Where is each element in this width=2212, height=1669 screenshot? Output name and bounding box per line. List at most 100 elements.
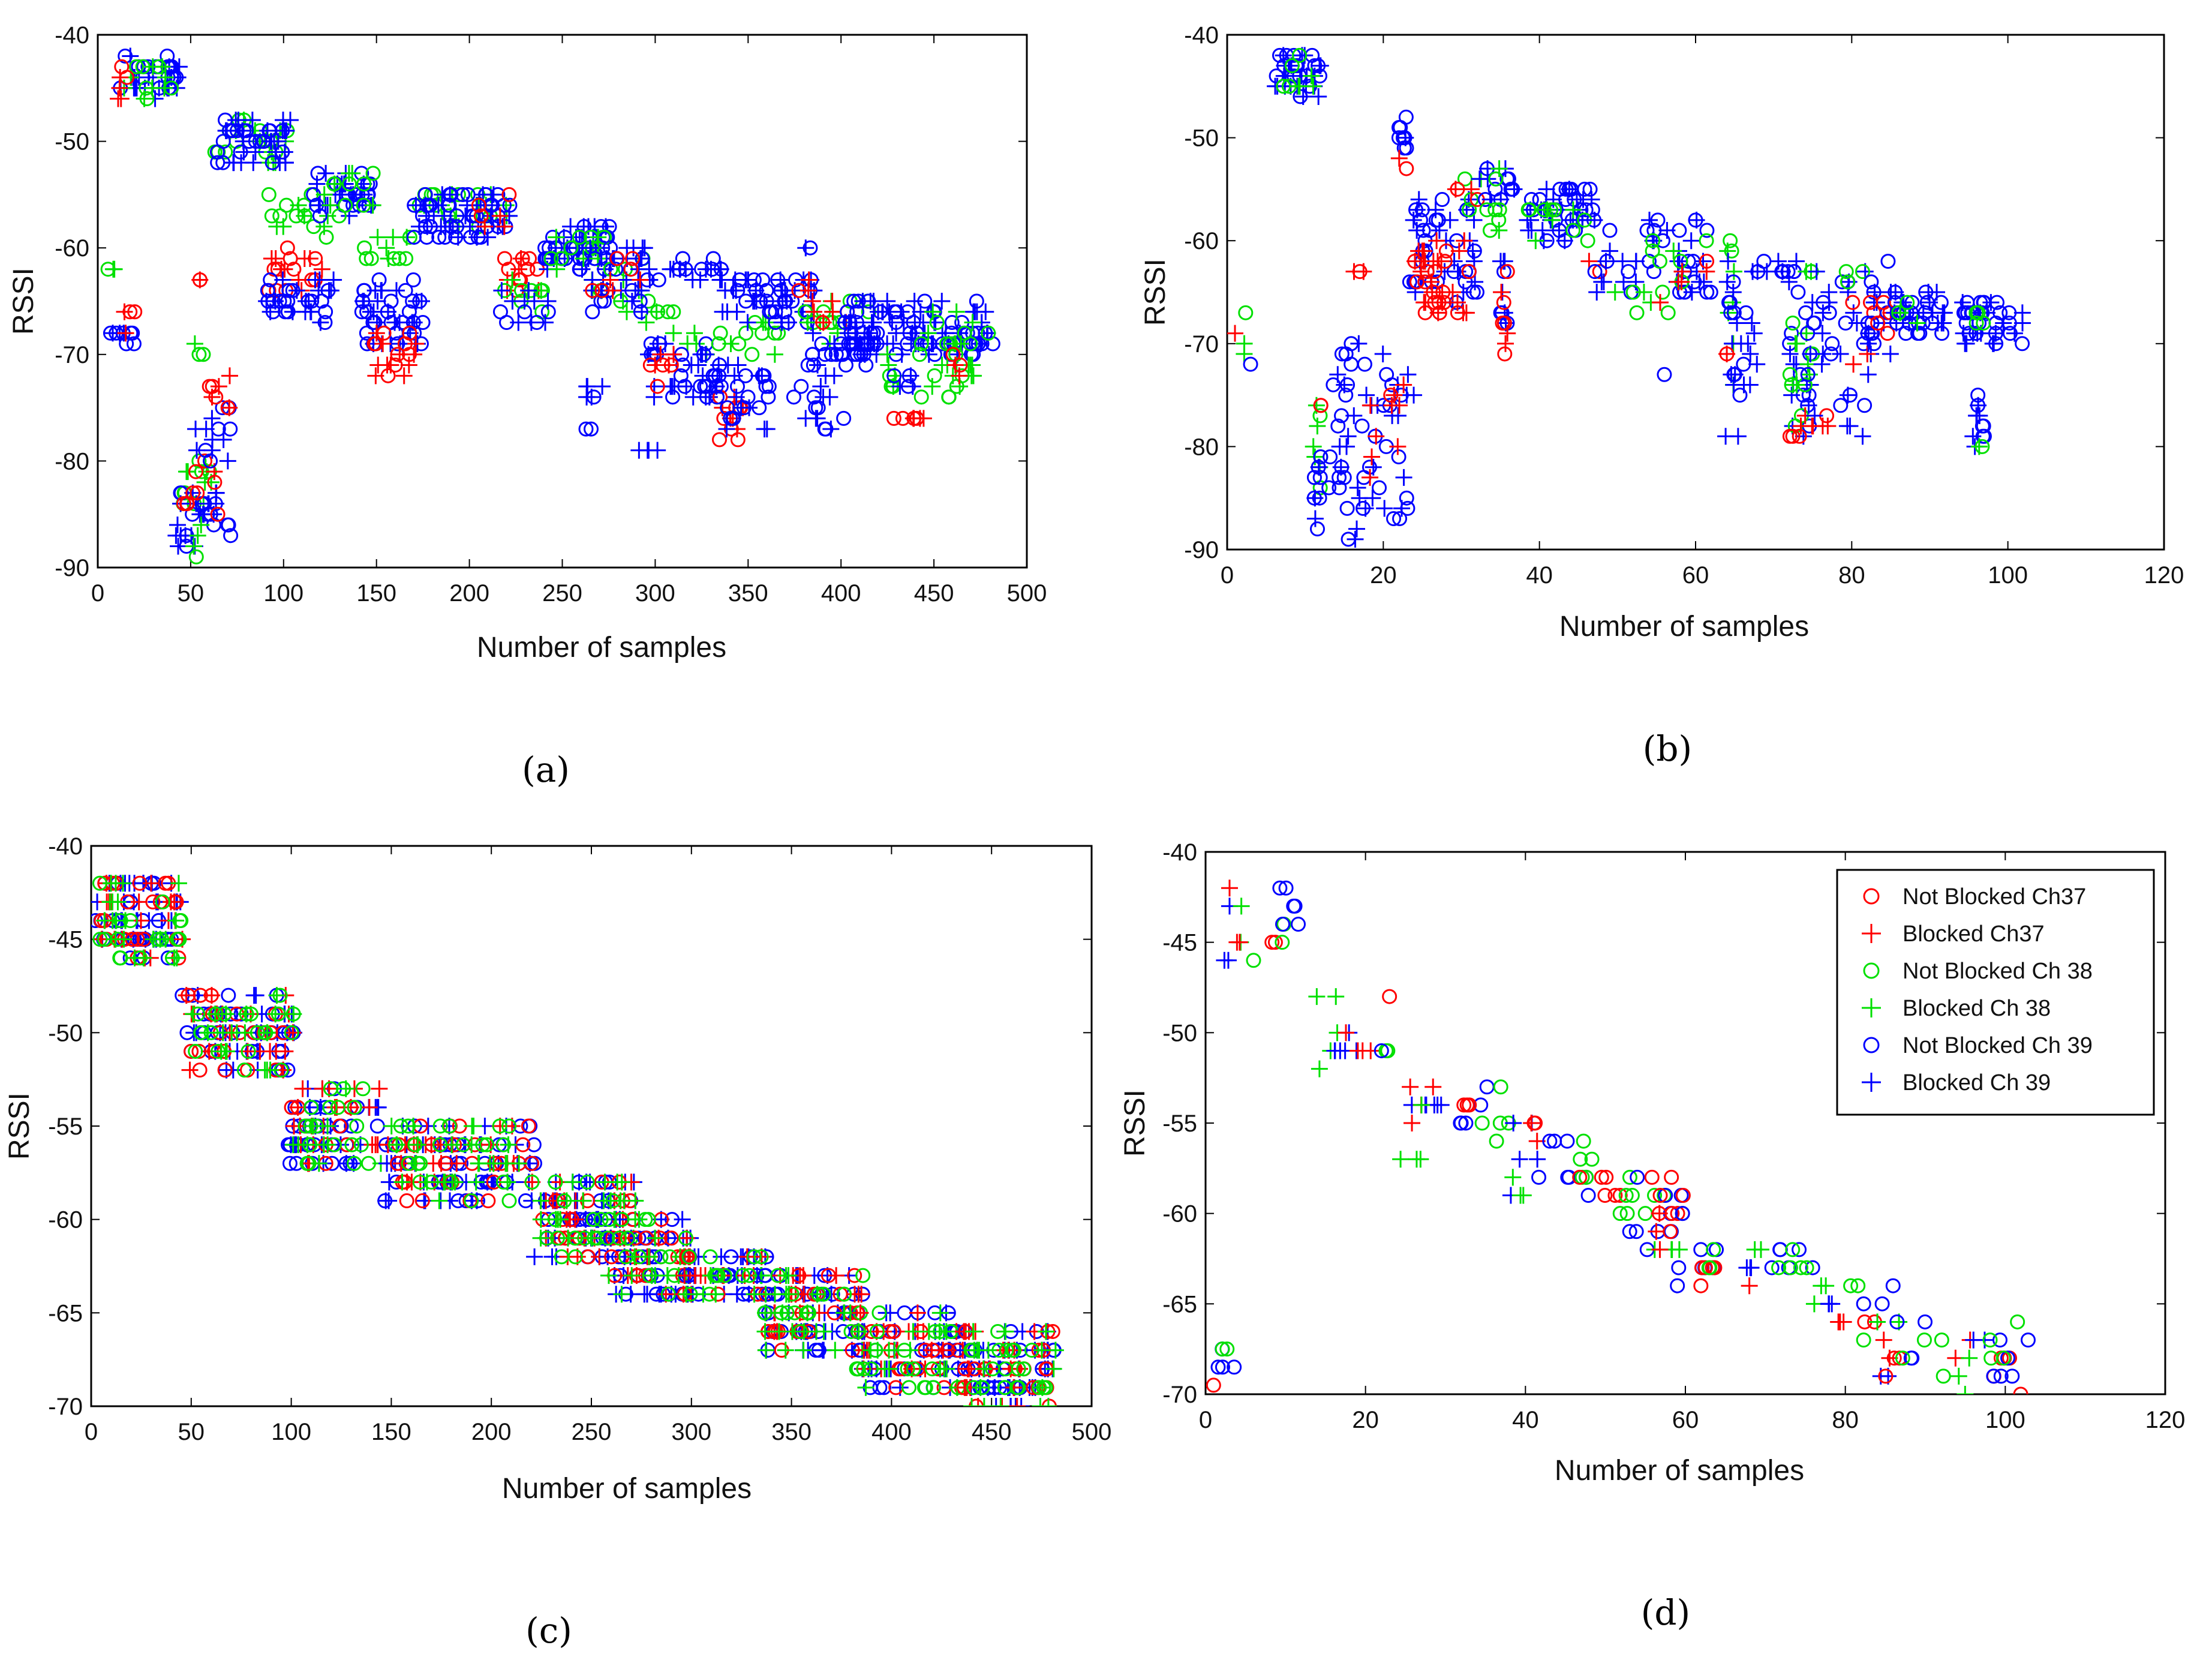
data-point-plus bbox=[104, 893, 121, 911]
data-point-circle bbox=[801, 1305, 816, 1320]
y-tick-label: -70 bbox=[55, 342, 89, 368]
x-axis-label: Number of samples bbox=[1555, 1455, 1804, 1487]
data-point-circle bbox=[194, 1025, 209, 1040]
data-point-plus bbox=[1358, 386, 1375, 404]
data-point-circle bbox=[2000, 1350, 2016, 1366]
data-point-plus bbox=[539, 293, 557, 310]
data-point-plus bbox=[564, 1173, 581, 1191]
data-point-circle bbox=[609, 251, 625, 266]
data-point-plus bbox=[902, 367, 919, 385]
panel-d-letter: (d) bbox=[1641, 1592, 1690, 1633]
data-point-plus bbox=[975, 1360, 992, 1377]
data-point-circle bbox=[223, 528, 239, 544]
data-point-circle bbox=[1547, 1133, 1562, 1149]
data-point-plus bbox=[1412, 1151, 1429, 1168]
data-point-circle bbox=[196, 347, 211, 362]
data-point-circle bbox=[1888, 284, 1903, 300]
data-point-circle bbox=[1880, 254, 1896, 269]
data-point-circle bbox=[1785, 315, 1801, 331]
data-point-plus bbox=[1303, 67, 1320, 85]
data-point-plus bbox=[1512, 1187, 1529, 1204]
data-point-circle bbox=[492, 304, 508, 320]
data-point-plus bbox=[275, 218, 292, 235]
data-point-circle bbox=[779, 1305, 795, 1320]
data-point-circle bbox=[1499, 171, 1515, 187]
data-point-circle bbox=[578, 421, 594, 437]
data-point-circle bbox=[918, 1343, 933, 1358]
data-point-plus bbox=[1433, 284, 1451, 301]
data-point-circle bbox=[441, 1118, 457, 1134]
data-point-circle bbox=[1306, 470, 1322, 485]
data-point-plus bbox=[117, 325, 134, 342]
data-point-plus bbox=[181, 1061, 199, 1079]
data-point-plus bbox=[1976, 1331, 1993, 1349]
data-point-circle bbox=[128, 59, 144, 74]
data-point-circle bbox=[1795, 388, 1811, 403]
data-point-circle bbox=[1782, 367, 1798, 382]
data-point-circle bbox=[1785, 1242, 1801, 1257]
panel-c-letter: (c) bbox=[525, 1610, 572, 1651]
data-point-circle bbox=[837, 1286, 852, 1302]
data-point-plus bbox=[1305, 77, 1322, 95]
data-point-circle bbox=[886, 368, 902, 383]
data-point-plus bbox=[208, 484, 225, 502]
y-tick-label: -90 bbox=[55, 555, 89, 581]
data-point-circle bbox=[1580, 233, 1595, 248]
data-point-plus bbox=[1934, 304, 1952, 322]
data-point-plus bbox=[276, 1043, 294, 1060]
data-point-plus bbox=[1429, 1096, 1446, 1113]
data-point-plus bbox=[906, 314, 924, 331]
data-point-circle bbox=[818, 347, 833, 362]
data-point-circle bbox=[405, 272, 421, 287]
data-point-plus bbox=[1490, 222, 1508, 239]
data-point-plus bbox=[1845, 304, 1862, 322]
data-point-circle bbox=[480, 1193, 496, 1209]
data-point-plus bbox=[1691, 273, 1708, 290]
x-tick-label: 350 bbox=[728, 580, 768, 607]
data-point-circle bbox=[347, 1100, 362, 1115]
data-point-circle bbox=[1652, 1188, 1668, 1203]
data-point-plus bbox=[1306, 510, 1324, 527]
data-point-plus bbox=[304, 1118, 321, 1134]
data-point-plus bbox=[634, 239, 651, 257]
data-point-circle bbox=[1823, 346, 1839, 362]
data-point-circle bbox=[678, 1230, 694, 1246]
data-point-circle bbox=[184, 1043, 199, 1059]
data-point-plus bbox=[739, 314, 756, 331]
data-point-circle bbox=[1565, 223, 1581, 238]
data-point-plus bbox=[1233, 897, 1250, 915]
data-point-circle bbox=[122, 304, 138, 320]
data-point-plus bbox=[532, 1211, 549, 1228]
data-point-plus bbox=[1424, 1078, 1442, 1095]
y-axis-label: RSSI bbox=[1140, 259, 1171, 326]
data-point-circle bbox=[1900, 295, 1915, 310]
data-point-plus bbox=[1970, 397, 1987, 414]
data-point-plus bbox=[313, 260, 330, 278]
x-tick-label: 60 bbox=[1682, 562, 1709, 589]
legend-label: Not Blocked Ch 38 bbox=[1903, 959, 2093, 984]
data-point-circle bbox=[241, 1043, 256, 1059]
data-point-plus bbox=[170, 875, 187, 892]
data-point-circle bbox=[660, 1286, 676, 1302]
data-point-circle bbox=[753, 1249, 769, 1265]
data-point-circle bbox=[1284, 58, 1300, 73]
data-point-circle bbox=[1630, 1169, 1645, 1185]
data-point-circle bbox=[1800, 367, 1816, 382]
data-point-plus bbox=[1742, 1259, 1760, 1277]
data-point-circle bbox=[1612, 1206, 1628, 1221]
data-point-circle bbox=[1992, 305, 2008, 320]
data-point-circle bbox=[149, 932, 165, 947]
data-point-plus bbox=[1814, 304, 1832, 322]
y-tick-label: -60 bbox=[48, 1207, 83, 1233]
data-point-plus bbox=[1820, 284, 1838, 301]
data-point-circle bbox=[1313, 398, 1329, 413]
x-tick-label: 50 bbox=[178, 580, 205, 607]
data-point-circle bbox=[1974, 439, 1990, 454]
data-point-plus bbox=[203, 410, 221, 427]
data-point-circle bbox=[720, 400, 735, 416]
data-point-circle bbox=[1489, 1133, 1504, 1149]
data-point-plus bbox=[1739, 335, 1757, 352]
data-point-plus bbox=[1832, 345, 1849, 362]
data-point-plus bbox=[722, 335, 740, 353]
data-point-plus bbox=[214, 1024, 232, 1041]
